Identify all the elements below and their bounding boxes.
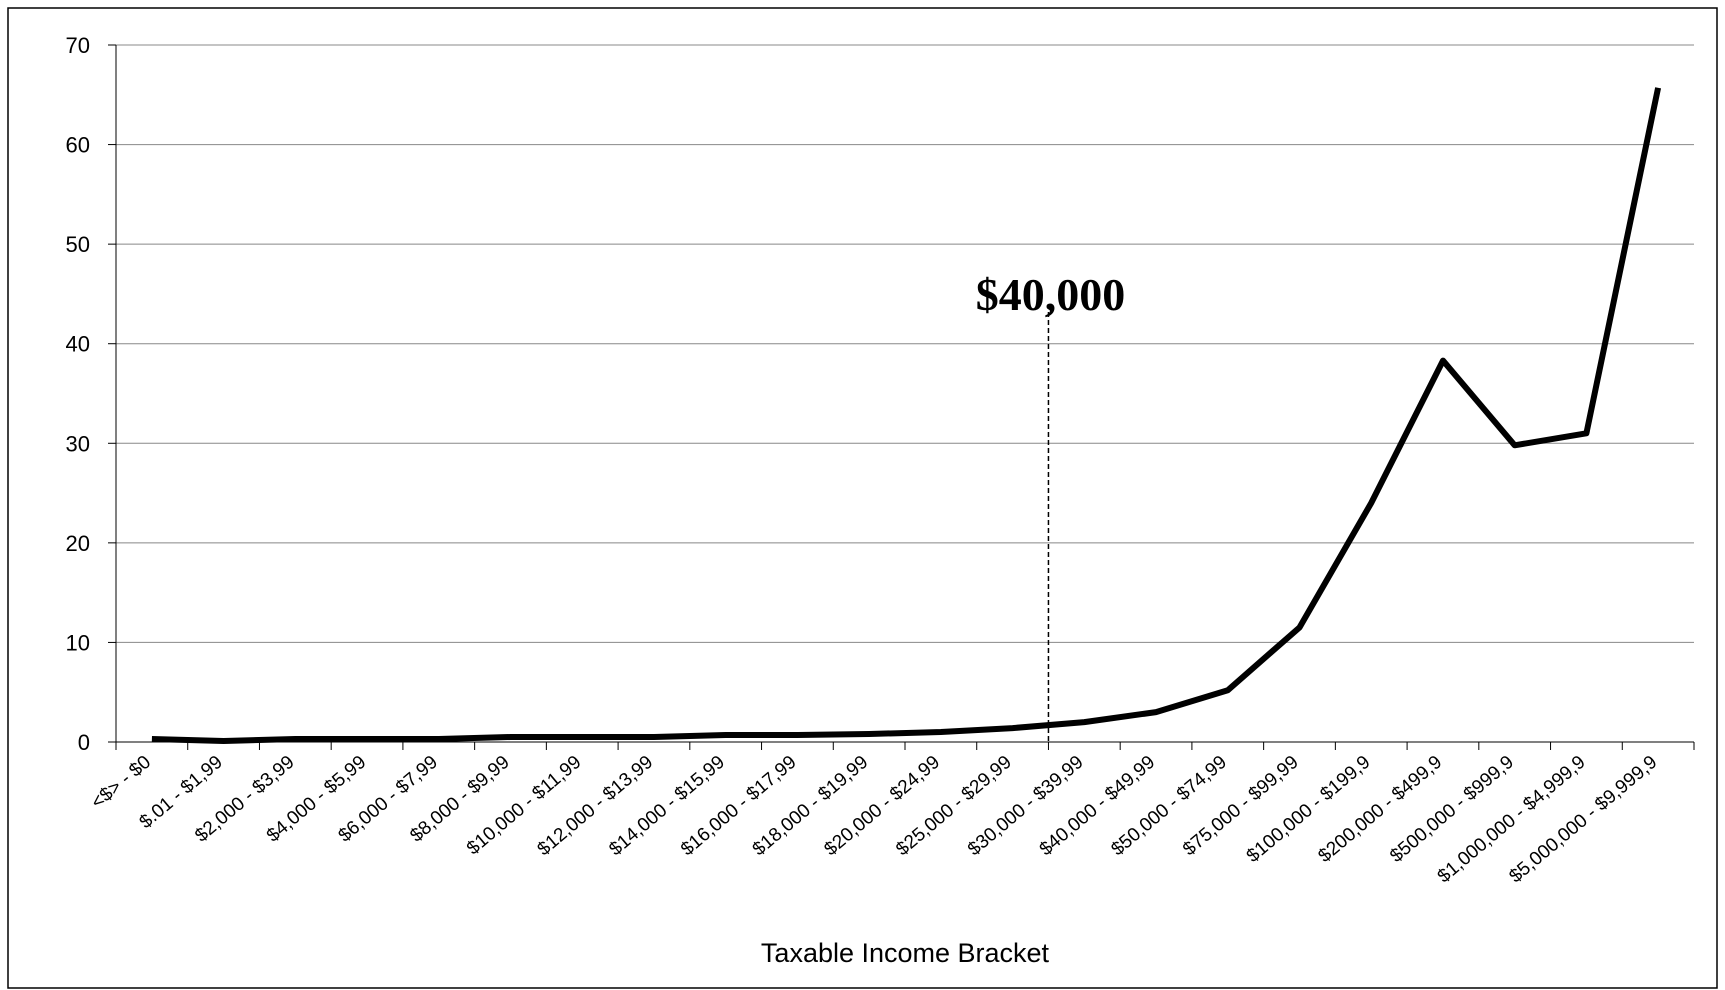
y-tick-label: 40 bbox=[66, 332, 90, 357]
annotation: $40,000 bbox=[976, 269, 1126, 320]
y-tick-label: 70 bbox=[66, 33, 90, 58]
x-axis-label: Taxable Income Bracket bbox=[761, 938, 1050, 968]
data-line bbox=[151, 87, 1662, 744]
y-tick-label: 0 bbox=[78, 730, 90, 755]
frame bbox=[7, 7, 1718, 989]
y-tick-label: 30 bbox=[66, 431, 90, 456]
y-tick-label: 20 bbox=[66, 531, 90, 556]
y-tick-label: 60 bbox=[66, 133, 90, 158]
y-tick-label: 10 bbox=[66, 630, 90, 655]
y-tick-label: 50 bbox=[66, 232, 90, 257]
